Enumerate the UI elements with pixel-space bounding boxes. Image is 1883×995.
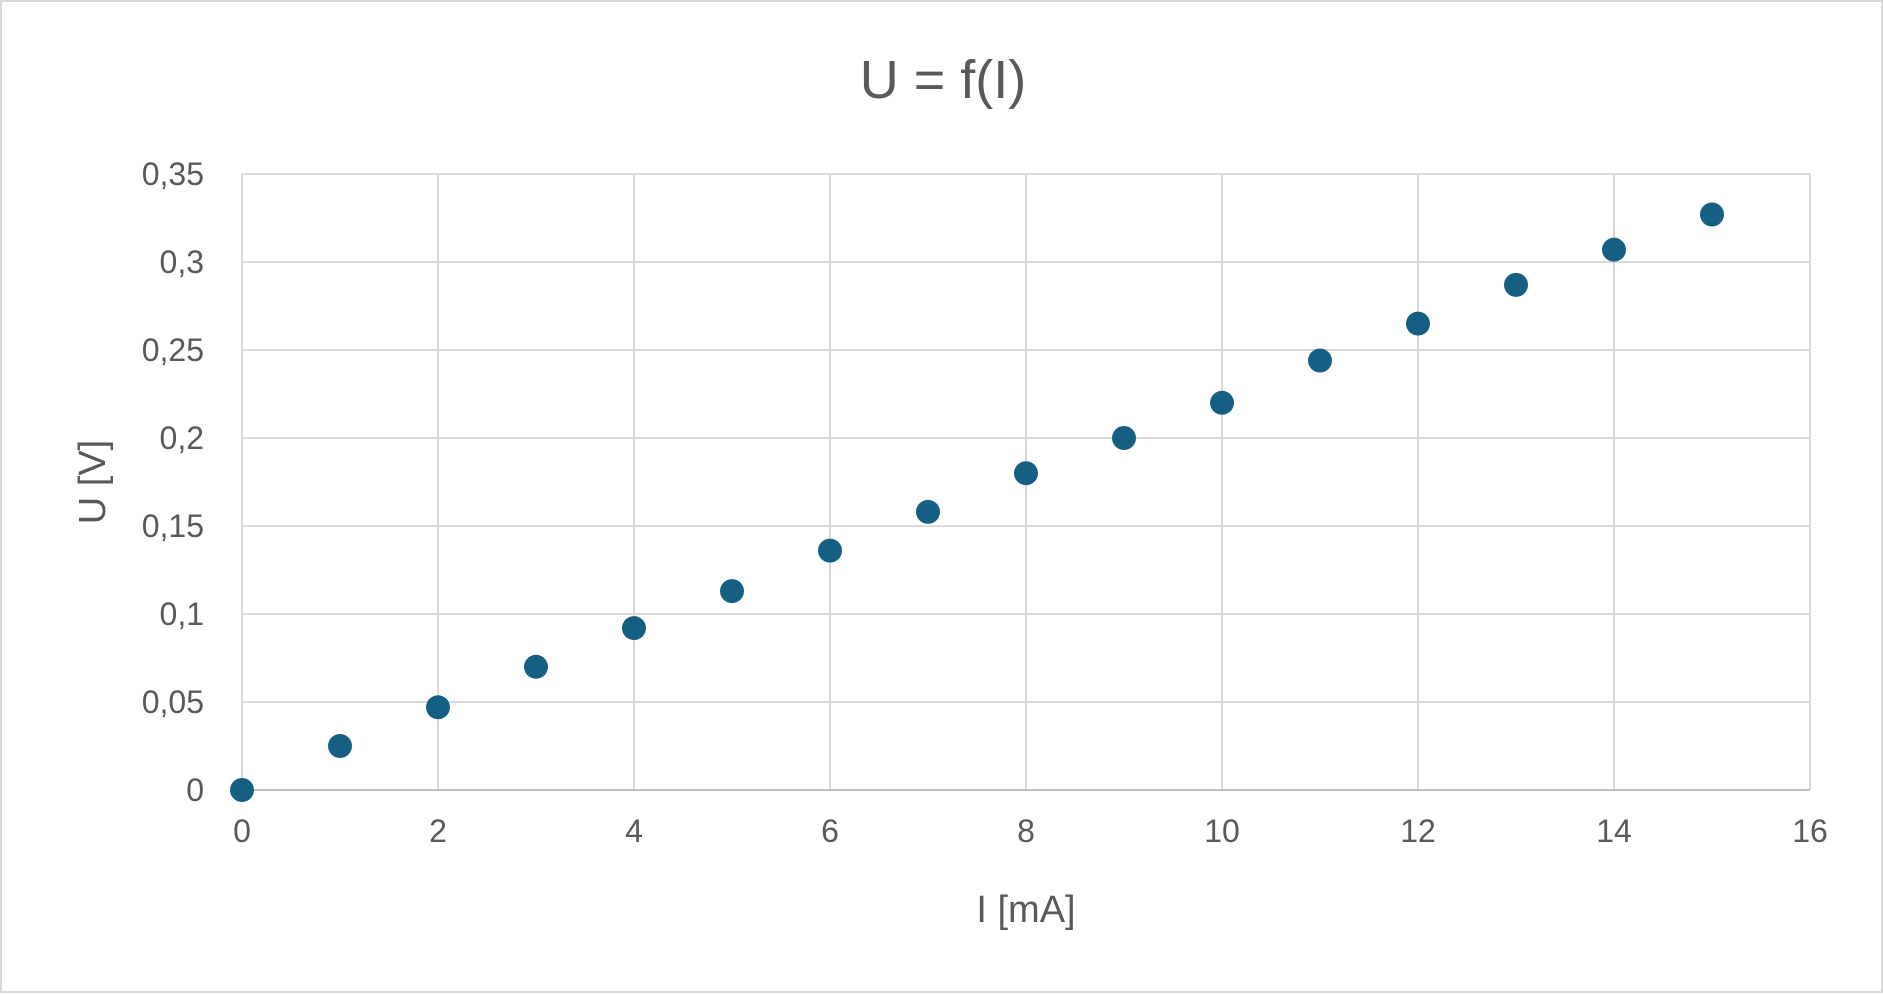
data-points (230, 202, 1724, 802)
y-tick-label: 0 (186, 772, 204, 808)
y-tick-label: 0,05 (142, 684, 204, 720)
y-tick-label: 0,35 (142, 156, 204, 192)
data-point (1210, 390, 1234, 415)
x-tick-label: 12 (1400, 813, 1436, 849)
data-point (1112, 426, 1136, 450)
y-axis-ticks: 0 0,05 0,1 0,15 0,2 0,25 0,3 0,35 (142, 156, 204, 808)
x-axis-title: I [mA] (976, 889, 1075, 931)
data-point (916, 499, 940, 524)
x-tick-label: 6 (821, 813, 839, 849)
y-tick-label: 0,2 (160, 420, 204, 456)
x-tick-label: 2 (429, 813, 447, 849)
data-point (426, 695, 450, 720)
x-tick-label: 0 (233, 813, 251, 849)
data-point (1504, 272, 1528, 297)
data-point (818, 538, 842, 563)
x-tick-label: 10 (1204, 813, 1240, 849)
chart-title: U = f(I) (860, 50, 1027, 110)
x-tick-label: 16 (1792, 813, 1828, 849)
data-point (1014, 461, 1038, 486)
y-axis-title: U [V] (72, 440, 114, 524)
x-tick-label: 8 (1017, 813, 1035, 849)
data-point (720, 579, 744, 604)
data-point (1308, 348, 1332, 373)
x-tick-label: 4 (625, 813, 643, 849)
data-point (524, 654, 548, 679)
data-point (1406, 311, 1430, 336)
data-point (1700, 202, 1724, 227)
data-point (1602, 237, 1626, 262)
y-tick-label: 0,25 (142, 332, 204, 368)
data-point (230, 778, 254, 802)
x-tick-label: 14 (1596, 813, 1632, 849)
gridlines (241, 173, 1811, 790)
y-tick-label: 0,1 (160, 596, 204, 632)
y-tick-label: 0,15 (142, 508, 204, 544)
x-axis-ticks: 0 2 4 6 8 10 12 14 16 (233, 813, 1828, 849)
data-point (328, 734, 352, 758)
y-tick-label: 0,3 (160, 244, 204, 280)
data-point (622, 616, 646, 641)
